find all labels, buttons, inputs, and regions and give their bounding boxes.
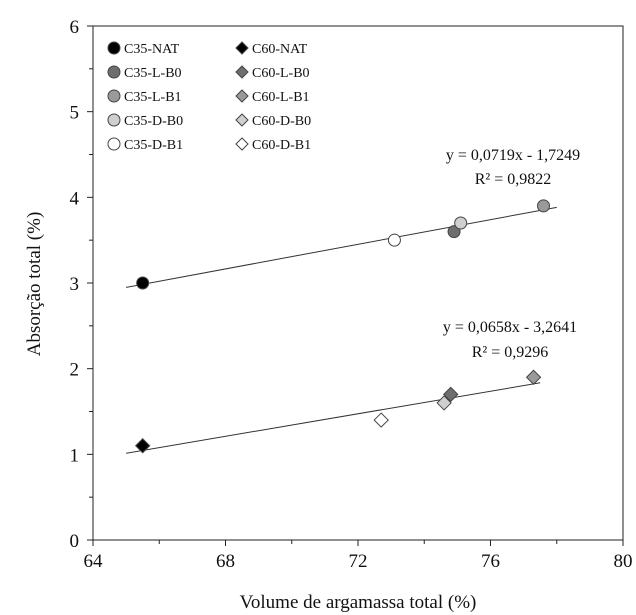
trendline-equations: y = 0,0719x - 1,7249 R² = 0,9822 y = 0,065… <box>443 147 580 361</box>
y-tick-label: 5 <box>70 103 80 124</box>
data-point-c35-d-b0 <box>454 216 468 230</box>
legend-label: C35-D-B0 <box>124 114 183 129</box>
data-points <box>134 199 550 454</box>
legend-marker <box>235 113 249 127</box>
x-tick-label: 76 <box>481 551 500 572</box>
data-point-c60-l-b0 <box>443 386 459 403</box>
legend-label: C35-NAT <box>124 42 180 57</box>
legend-label: C35-D-B1 <box>124 138 183 153</box>
legend-label: C35-L-B1 <box>124 90 182 105</box>
data-point-c35-l-b1 <box>537 199 550 213</box>
trendline <box>126 206 557 288</box>
legend-marker <box>235 65 249 79</box>
x-tick-label: 64 <box>84 551 104 572</box>
legend-marker <box>235 41 249 55</box>
y-tick-label: 3 <box>70 274 80 295</box>
legend-label: C60-L-B0 <box>252 66 310 81</box>
trendline-equation: y = 0,0658x - 3,2641 <box>443 319 577 336</box>
legend-label: C35-L-B0 <box>124 66 182 81</box>
data-point-c60-d-b1 <box>373 412 389 428</box>
legend-marker <box>235 89 249 103</box>
y-tick-label: 1 <box>70 445 80 466</box>
data-point-c35-nat <box>136 276 150 290</box>
data-point-c60-l-b1 <box>525 369 542 385</box>
legend-marker <box>107 65 121 79</box>
x-axis-label: Volume de argamassa total (%) <box>240 592 477 613</box>
x-tick-label: 72 <box>349 551 368 572</box>
trendline-r-squared: R² = 0,9296 <box>472 344 549 361</box>
legend-marker <box>235 137 249 151</box>
legend-label: C60-L-B1 <box>252 90 310 105</box>
data-point-c35-l-b0 <box>447 225 461 239</box>
legend-marker <box>107 41 121 55</box>
legend-label: C60-NAT <box>252 42 308 57</box>
y-tick-label: 6 <box>70 17 80 38</box>
data-point-c60-d-b0 <box>436 395 452 411</box>
trendlines <box>126 206 557 454</box>
x-tick-label: 68 <box>216 551 235 572</box>
trendline-equation: y = 0,0719x - 1,7249 <box>446 147 580 164</box>
axis-ticks: 64 68 72 76 80 0 1 2 3 4 5 6 <box>70 17 633 572</box>
y-tick-label: 4 <box>70 188 80 209</box>
y-axis-label: Absorção total (%) <box>24 212 45 357</box>
trendline <box>126 382 541 454</box>
y-tick-label: 2 <box>70 360 80 381</box>
data-point-c35-d-b1 <box>387 233 401 247</box>
y-tick-label: 0 <box>70 531 80 552</box>
legend-marker <box>107 89 121 103</box>
data-point-c60-nat <box>134 438 151 454</box>
legend-marker <box>107 113 121 127</box>
legend: C35-NAT C35-L-B0 C35-L-B1 C35-D-B0 C35-D-B1 C… <box>107 41 311 153</box>
legend-label: C60-D-B0 <box>252 114 311 129</box>
x-tick-label: 80 <box>614 551 633 572</box>
legend-label: C60-D-B1 <box>252 138 311 153</box>
trendline-r-squared: R² = 0,9822 <box>475 171 552 188</box>
legend-marker <box>107 137 121 151</box>
